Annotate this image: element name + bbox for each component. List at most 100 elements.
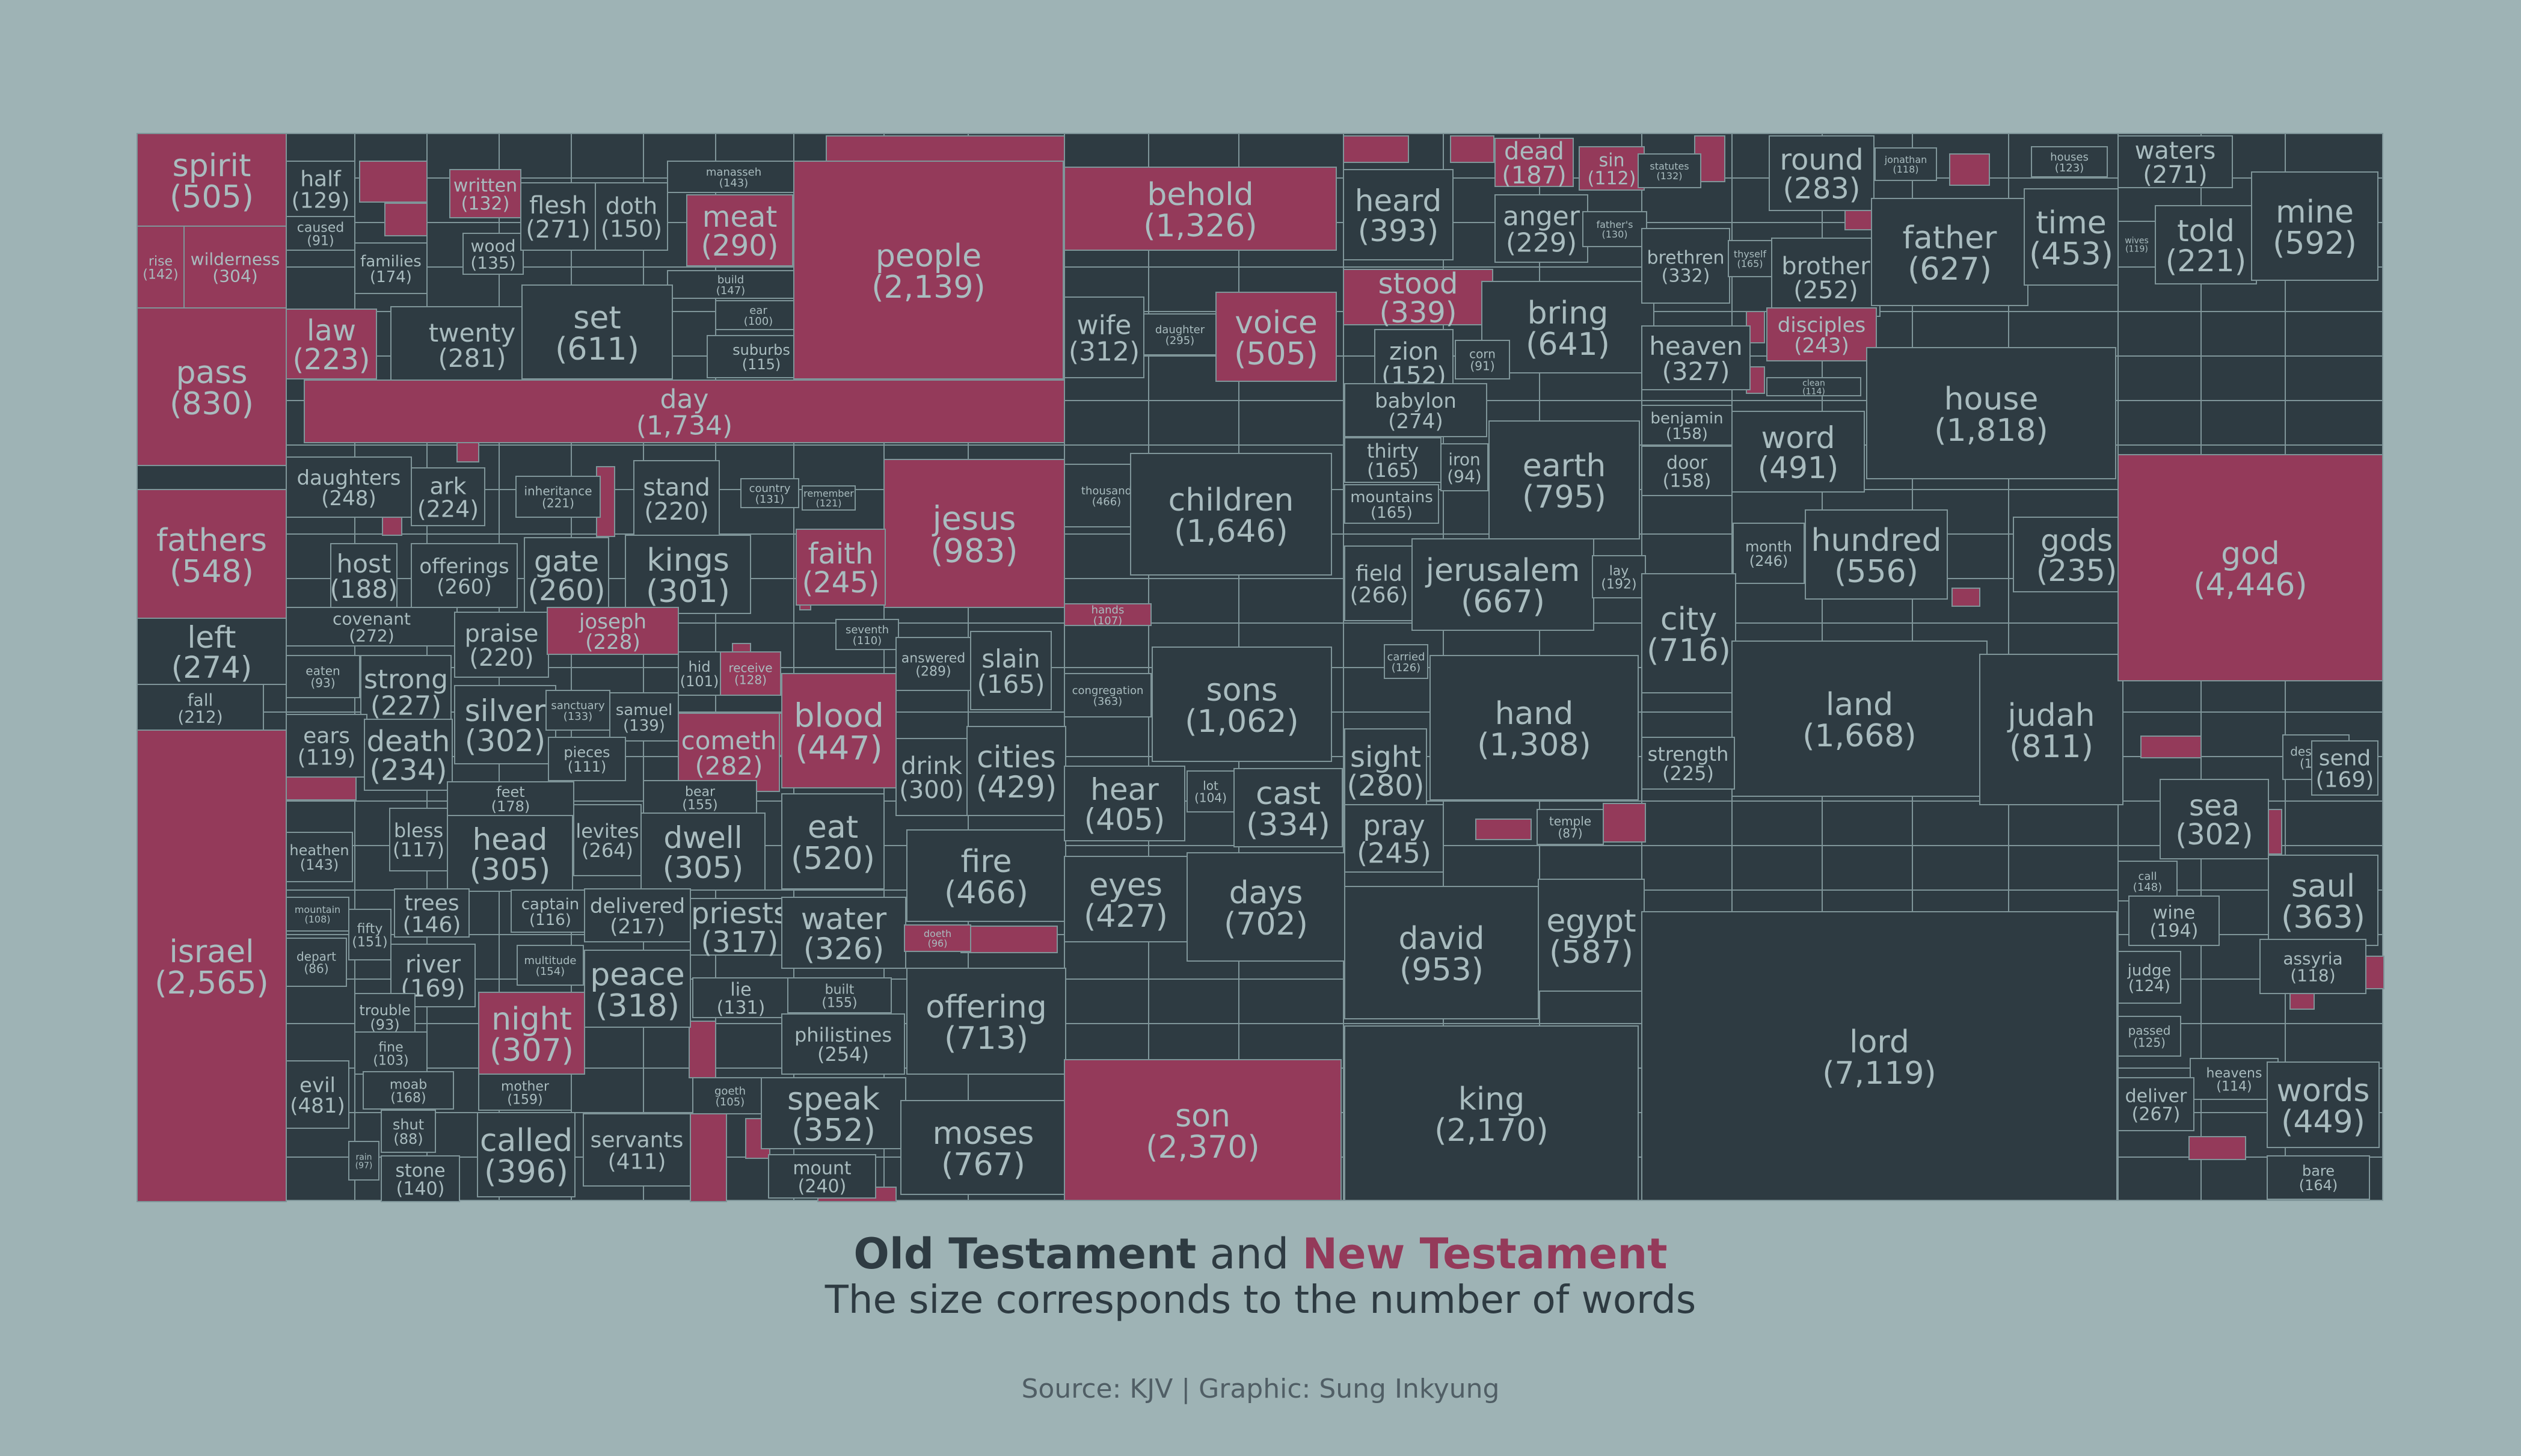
cell-day: day(1,734) bbox=[304, 379, 1065, 443]
cell-rect bbox=[381, 1155, 460, 1202]
cell-count-label: (811) bbox=[2009, 729, 2093, 765]
cell-trees: trees(146) bbox=[394, 888, 470, 938]
cell-rect bbox=[286, 161, 355, 217]
cell-rect bbox=[1733, 523, 1805, 584]
cell-word-label: iron bbox=[1448, 450, 1481, 470]
cell-rect bbox=[137, 618, 287, 685]
cell-count-label: (246) bbox=[1749, 553, 1789, 570]
cell-mountains: mountains(165) bbox=[1344, 484, 1439, 524]
cell-faith: faith(245) bbox=[796, 529, 886, 606]
cell-rect bbox=[411, 467, 485, 526]
cell-count-label: (110) bbox=[853, 634, 882, 647]
cell-count-label: (307) bbox=[490, 1033, 574, 1069]
cell-dead: dead(187) bbox=[1494, 138, 1574, 189]
cell-count-label: (155) bbox=[682, 797, 717, 812]
cell-sea: sea(302) bbox=[2160, 779, 2269, 859]
cell-moab: moab(168) bbox=[363, 1071, 454, 1110]
cell-send: send(169) bbox=[2311, 740, 2378, 796]
cell-heaven: heaven(327) bbox=[1641, 325, 1751, 390]
cell-word-label: sea bbox=[2189, 789, 2240, 823]
cell-fifty: fifty(151) bbox=[348, 909, 392, 960]
cell-rect bbox=[787, 977, 892, 1013]
cell-pieces: pieces(111) bbox=[548, 737, 626, 781]
unlabeled-cell bbox=[2008, 845, 2119, 891]
cell-rect bbox=[781, 673, 897, 788]
cell-word-label: statutes bbox=[1650, 161, 1689, 172]
cell-rect bbox=[304, 379, 1065, 443]
cell-count-label: (300) bbox=[899, 776, 964, 804]
cell-rect bbox=[1641, 405, 1733, 446]
cell-rect bbox=[2160, 779, 2269, 859]
cell-word-label: strength bbox=[1648, 743, 1729, 766]
cell-rect bbox=[609, 692, 679, 742]
cell-offering: offering(713) bbox=[906, 968, 1066, 1075]
cell-word-label: priests bbox=[691, 897, 788, 930]
unlabeled-cell bbox=[793, 444, 885, 490]
cell-rect bbox=[895, 637, 971, 691]
cell-dwell: dwell(305) bbox=[640, 812, 766, 891]
cell-hid: hid(101) bbox=[678, 651, 721, 696]
cell-rect bbox=[447, 781, 574, 816]
cell-rect bbox=[447, 815, 573, 892]
cell-stand: stand(220) bbox=[633, 460, 720, 537]
unlabeled-new-testament-cell bbox=[1450, 135, 1494, 163]
cell-count-label: (243) bbox=[1794, 334, 1849, 358]
cell-count-label: (1,062) bbox=[1185, 704, 1298, 740]
cell-count-label: (411) bbox=[608, 1150, 666, 1175]
cell-ark: ark(224) bbox=[411, 467, 485, 526]
cell-rect bbox=[137, 307, 287, 466]
cell-rect bbox=[715, 300, 802, 330]
cell-count-label: (260) bbox=[437, 575, 491, 599]
cell-count-label: (91) bbox=[1470, 359, 1494, 373]
cell-rect bbox=[1731, 411, 1865, 493]
cell-word-label: receive bbox=[728, 661, 772, 675]
cell-mother: mother(159) bbox=[478, 1074, 572, 1111]
cell-count-label: (123) bbox=[2055, 162, 2084, 174]
cell-rect bbox=[286, 607, 458, 647]
cell-count-label: (254) bbox=[817, 1043, 869, 1066]
cell-sight: sight(280) bbox=[1344, 728, 1427, 812]
cell-rect bbox=[1344, 383, 1487, 437]
cell-land: land(1,668) bbox=[1731, 640, 1988, 797]
cell-word-label: benjamin bbox=[1650, 410, 1723, 428]
cell-rect bbox=[2311, 740, 2378, 796]
cell-spirit: spirit(505) bbox=[137, 133, 287, 227]
cell-rect bbox=[1384, 644, 1428, 679]
cell-count-label: (212) bbox=[177, 707, 223, 727]
cell-rect bbox=[477, 1112, 576, 1197]
unlabeled-cell bbox=[2285, 355, 2383, 401]
cell-pass: pass(830) bbox=[137, 307, 287, 466]
cell-count-label: (641) bbox=[1526, 327, 1610, 363]
cell-blood: blood(447) bbox=[781, 673, 897, 788]
cell-count-label: (274) bbox=[1388, 410, 1443, 434]
cell-word-label: day bbox=[660, 384, 709, 415]
cell-count-label: (94) bbox=[1447, 467, 1481, 487]
cell-count-label: (88) bbox=[393, 1131, 423, 1147]
cell-wilderness: wilderness(304) bbox=[183, 226, 287, 309]
cell-lord: lord(7,119) bbox=[1641, 911, 2117, 1201]
cell-passed: passed(125) bbox=[2117, 1016, 2181, 1057]
unlabeled-cell bbox=[2200, 400, 2286, 446]
cell-count-label: (234) bbox=[369, 754, 447, 787]
cell-word-label: heavens bbox=[2206, 1066, 2262, 1081]
cell-count-label: (334) bbox=[1246, 807, 1330, 843]
unlabeled-cell bbox=[1064, 400, 1149, 446]
cell-fathers: fathers(548) bbox=[137, 489, 287, 620]
cell-silver: silver(302) bbox=[454, 685, 556, 764]
cell-rain: rain(97) bbox=[348, 1141, 379, 1181]
cell-rect bbox=[1429, 655, 1639, 800]
cell-rect bbox=[584, 950, 691, 1028]
cell-count-label: (317) bbox=[701, 926, 778, 959]
cell-count-label: (158) bbox=[1663, 470, 1712, 491]
chart-title: Old Testament and New Testament bbox=[0, 1227, 2521, 1281]
cell-count-label: (481) bbox=[290, 1094, 345, 1118]
cell-count-label: (155) bbox=[821, 995, 857, 1010]
cell-rect bbox=[354, 242, 428, 294]
cell-rect bbox=[1344, 484, 1439, 524]
cell-judah: judah(811) bbox=[1979, 654, 2123, 805]
cell-count-label: (188) bbox=[330, 574, 398, 604]
unlabeled-cell bbox=[1912, 800, 2009, 846]
cell-king: king(2,170) bbox=[1344, 1025, 1639, 1201]
cell-levites: levites(264) bbox=[573, 804, 642, 876]
cell-count-label: (131) bbox=[755, 493, 784, 506]
